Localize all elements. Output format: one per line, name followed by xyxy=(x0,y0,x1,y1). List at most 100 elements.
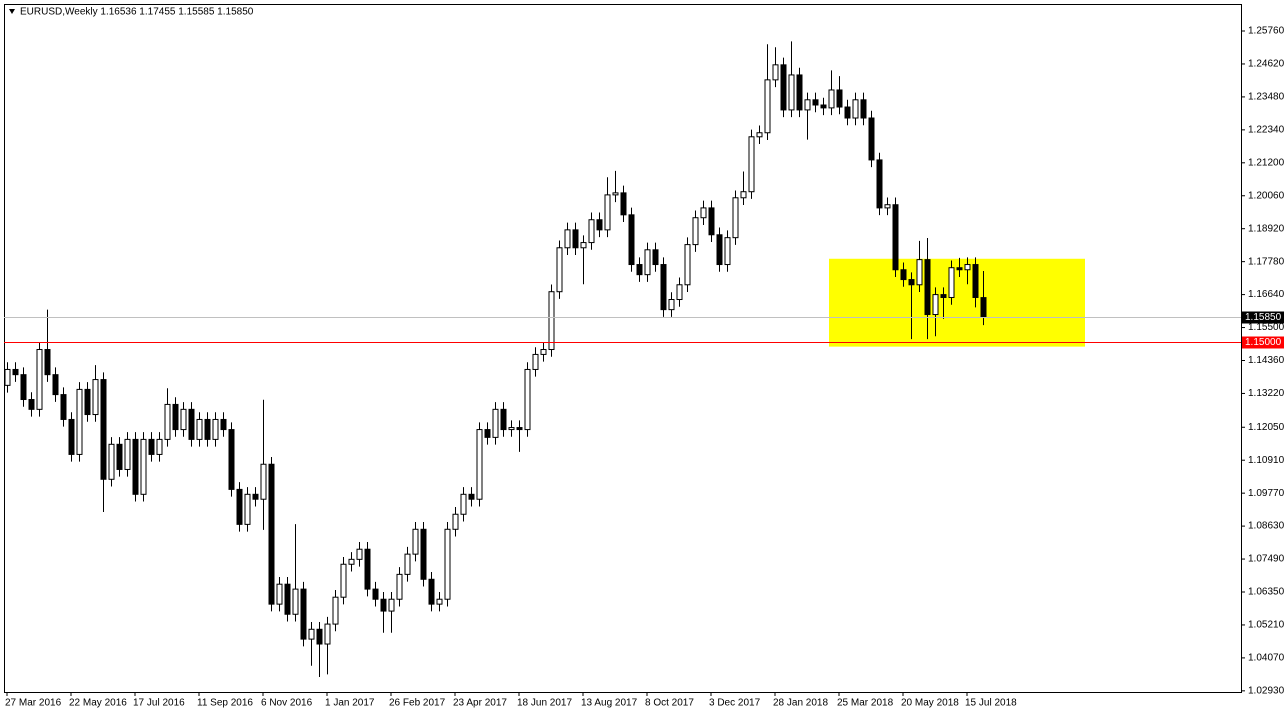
candle-body xyxy=(396,573,403,600)
candle-body xyxy=(156,438,163,455)
candle-body xyxy=(580,242,587,249)
candle-body xyxy=(284,583,291,615)
candle-body xyxy=(244,493,251,525)
candle-body xyxy=(204,418,211,440)
candle-body xyxy=(180,408,187,431)
plot-border xyxy=(4,4,1242,693)
candle-body xyxy=(252,493,259,500)
candle-body xyxy=(300,588,307,640)
candle-body xyxy=(44,349,51,376)
zone xyxy=(829,258,1085,347)
candle-body xyxy=(484,429,491,438)
candle-body xyxy=(404,553,411,575)
candle-body xyxy=(596,219,603,231)
candle-body xyxy=(228,429,235,490)
candle-body xyxy=(220,418,227,431)
candle-body xyxy=(36,349,43,410)
candle-body xyxy=(708,207,715,236)
candle-body xyxy=(12,368,19,376)
candle-body xyxy=(732,197,739,239)
candle-body xyxy=(676,284,683,301)
candle-body xyxy=(508,427,515,431)
candle-body xyxy=(236,488,243,525)
y-tick-label: 1.14360 xyxy=(1248,355,1285,366)
candle-body xyxy=(764,79,771,134)
y-tick-label: 1.21200 xyxy=(1248,157,1285,168)
candle-body xyxy=(500,408,507,431)
y-tick-label: 1.20060 xyxy=(1248,190,1285,201)
y-tick-label: 1.02930 xyxy=(1248,685,1285,696)
y-tick-label: 1.15500 xyxy=(1248,322,1285,333)
candle-body xyxy=(348,558,355,565)
y-tick-label: 1.08630 xyxy=(1248,521,1285,532)
candle-body xyxy=(572,229,579,249)
candle-body xyxy=(908,279,915,286)
candle-body xyxy=(620,192,627,216)
plot-area xyxy=(4,41,1085,677)
candle-body xyxy=(380,598,387,612)
candle-body xyxy=(604,194,611,231)
candle-body xyxy=(20,374,27,401)
candle-body xyxy=(196,418,203,440)
candle-body xyxy=(564,229,571,249)
candle-body xyxy=(276,583,283,605)
candle-body xyxy=(188,408,195,440)
candle-body xyxy=(292,588,299,615)
x-tick-label: 28 Jan 2018 xyxy=(773,698,828,709)
candle-body xyxy=(324,623,331,645)
candle-body xyxy=(716,234,723,266)
candle-body xyxy=(60,394,67,420)
candle-body xyxy=(900,269,907,281)
y-tick-label: 1.06350 xyxy=(1248,587,1285,598)
y-tick-label: 1.16640 xyxy=(1248,289,1285,300)
candle-body xyxy=(268,463,275,605)
candle-body xyxy=(468,493,475,500)
x-tick-label: 20 May 2018 xyxy=(901,698,959,709)
candle-body xyxy=(692,217,699,246)
x-tick-label: 11 Sep 2016 xyxy=(197,698,253,709)
menu-arrow[interactable] xyxy=(9,9,15,14)
candle-body xyxy=(124,438,131,470)
candle-body xyxy=(52,374,59,396)
y-tick-label: 1.13220 xyxy=(1248,388,1285,399)
price-label-box xyxy=(1242,311,1284,324)
candle-body xyxy=(756,132,763,138)
y-tick-label: 1.05210 xyxy=(1248,620,1285,631)
candle-body xyxy=(476,429,483,500)
candle-body xyxy=(916,259,923,286)
candle-body xyxy=(836,89,843,108)
candle-body xyxy=(780,64,787,111)
x-tick-label: 18 Jun 2017 xyxy=(517,698,572,709)
candle-body xyxy=(868,117,875,161)
x-tick-label: 15 Jul 2018 xyxy=(965,698,1017,709)
x-tick-label: 1 Jan 2017 xyxy=(325,698,375,709)
candle-body xyxy=(788,74,795,111)
candle-body xyxy=(724,237,731,266)
candle-body xyxy=(964,264,971,271)
y-tick-label: 1.12050 xyxy=(1248,422,1285,433)
candle-body xyxy=(164,403,171,440)
candle-body xyxy=(700,207,707,219)
candle-body xyxy=(532,353,539,370)
candle-body xyxy=(100,379,107,480)
candle-body xyxy=(796,74,803,111)
candle-body xyxy=(540,349,547,355)
y-tick-label: 1.22340 xyxy=(1248,124,1285,135)
candle-body xyxy=(4,368,11,386)
candle-body xyxy=(876,159,883,209)
candle-body xyxy=(740,191,747,199)
candle-body xyxy=(652,249,659,266)
candle-body xyxy=(924,259,931,316)
x-tick-label: 6 Nov 2016 xyxy=(261,698,313,709)
candle-body xyxy=(108,443,115,480)
x-tick-label: 22 May 2016 xyxy=(69,698,127,709)
candle-body xyxy=(76,388,83,455)
price-label: 1.15000 xyxy=(1245,337,1282,348)
candle-body xyxy=(588,219,595,244)
y-tick-label: 1.25760 xyxy=(1248,26,1285,37)
candle-body xyxy=(132,438,139,495)
y-tick-label: 1.17780 xyxy=(1248,256,1285,267)
candle-body xyxy=(316,628,323,645)
candle-body xyxy=(332,596,339,625)
